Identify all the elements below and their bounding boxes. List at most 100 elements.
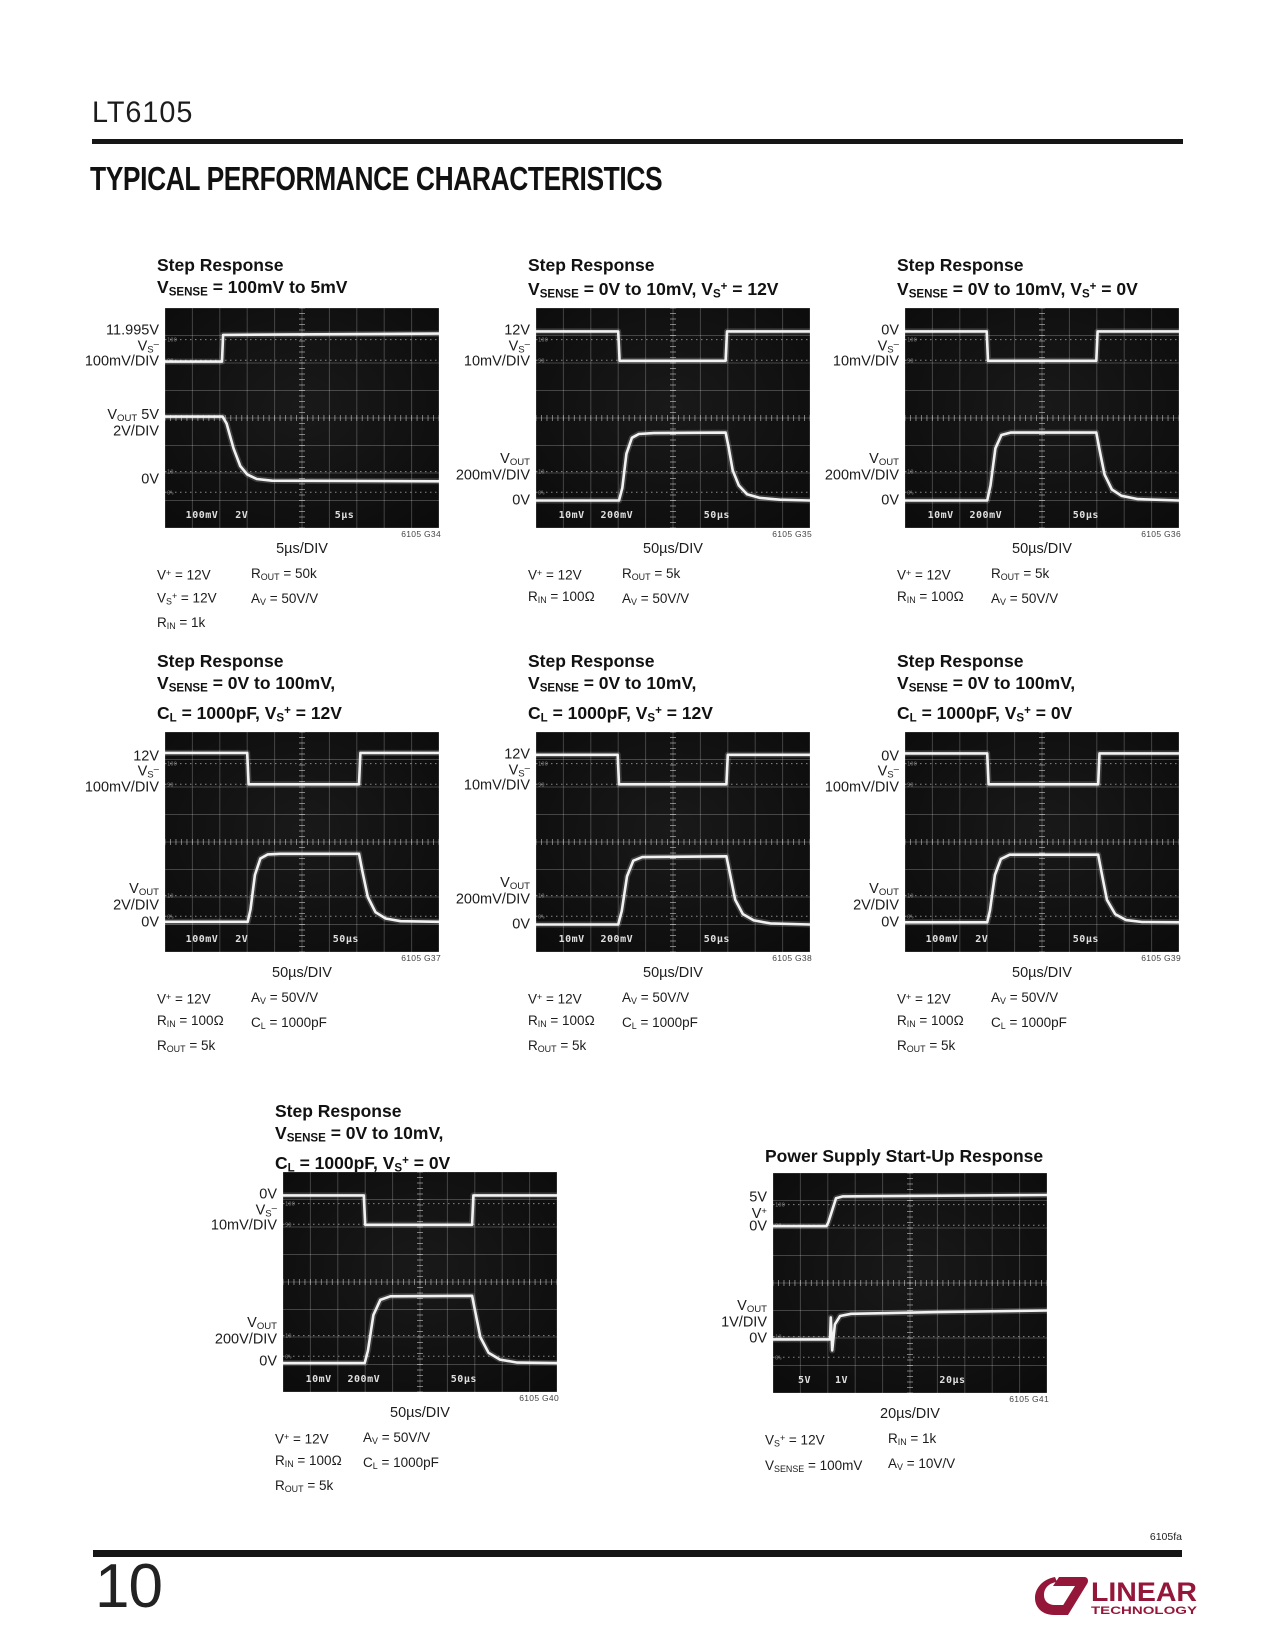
- y-axis-label: VOUT: [869, 451, 899, 469]
- condition-line: RIN = 100Ω: [275, 1452, 342, 1469]
- condition-line: AV = 50V/V: [363, 1430, 431, 1446]
- condition-line: CL = 1000pF: [363, 1454, 439, 1471]
- scope-readout: 10mV: [306, 1374, 332, 1385]
- chart-figure: Power Supply Start-Up Response 100 90 10 0%…: [658, 1145, 1058, 1575]
- conditions-col2: AV = 50V/V CL = 1000pF: [991, 987, 1067, 1037]
- percent-reference-label: 90: [538, 782, 545, 788]
- logo-sub-text: TECHNOLOGY: [1091, 1605, 1198, 1617]
- x-axis-label: 50µs/DIV: [272, 965, 332, 981]
- logo-graphic: LINEAR TECHNOLOGY: [1035, 1577, 1198, 1617]
- scope-image: 100 90 10 0% 5V 1V 20µs 5V V+ 0V VOUT 1V/DIV 0V 610…: [721, 1173, 1049, 1474]
- percent-reference-label: 100: [907, 338, 917, 344]
- condition-line: RIN = 100Ω: [528, 588, 595, 605]
- x-axis-label: 20µs/DIV: [880, 1406, 940, 1422]
- oscilloscope-screenshot: 100 90 10 0% 10mV 200mV 50µs: [283, 1172, 557, 1392]
- percent-reference-label: 100: [538, 338, 548, 344]
- y-axis-label: 0V: [749, 1218, 767, 1235]
- y-axis-label: 200V/DIV: [214, 1331, 277, 1348]
- condition-line: ROUT = 5k: [991, 566, 1050, 582]
- scope-trace: [165, 332, 439, 363]
- scope-readout: 50µs: [333, 934, 359, 945]
- scope-image: 100 90 10 0% 100mV 2V 50µs 12V VS– 100mV/DIV VOUT…: [85, 732, 441, 1054]
- chart-figure: Step Response VSENSE = 0V to 100mV, CL = 1…: [50, 650, 450, 1080]
- y-axis-label: 2V/DIV: [113, 897, 159, 914]
- percent-reference-label: 100: [538, 762, 548, 768]
- y-axis-label: 0V: [881, 914, 899, 931]
- chart-title-line: Power Supply Start-Up Response: [765, 1146, 1044, 1166]
- scope-trace: [165, 852, 439, 924]
- scope-readout: 100mV: [926, 934, 959, 945]
- conditions-col1: V+ = 12V RIN = 100Ω: [528, 563, 595, 611]
- scope-readout: 2V: [235, 510, 248, 521]
- chart-title-line: Step Response: [897, 651, 1024, 671]
- scope-readout: 2V: [975, 934, 988, 945]
- x-axis-label: 50µs/DIV: [1012, 965, 1072, 981]
- conditions-col1: V+ = 12V RIN = 100Ω: [897, 563, 964, 611]
- percent-reference-label: 0%: [285, 1354, 292, 1360]
- condition-line: AV = 50V/V: [251, 590, 319, 607]
- condition-line: AV = 50V/V: [622, 990, 690, 1006]
- condition-line: V+ = 12V: [897, 991, 951, 1007]
- percent-reference-label: 0%: [907, 490, 914, 496]
- condition-line: CL = 1000pF: [251, 1014, 327, 1031]
- chart-title-line: CL = 1000pF, VS+ = 12V: [157, 702, 342, 724]
- chart-figure: Step Response VSENSE = 100mV to 5mV 100 90…: [50, 254, 450, 684]
- chart-title-line: VSENSE = 0V to 10mV,: [528, 673, 697, 695]
- percent-reference-label: 10: [907, 894, 914, 900]
- chart-title: Step Response VSENSE = 0V to 10mV, VS+ = …: [897, 254, 1138, 305]
- conditions-col1: V+ = 12V RIN = 100Ω ROUT = 5k: [528, 987, 595, 1060]
- percent-reference-label: 90: [538, 358, 545, 364]
- y-axis-label: VS–: [877, 763, 899, 781]
- condition-line: CL = 1000pF: [991, 1014, 1067, 1031]
- percent-reference-label: 90: [907, 358, 914, 364]
- y-axis-label: VS–: [877, 338, 899, 356]
- scope-trace: [165, 751, 439, 786]
- scope-readout: 50µs: [1073, 510, 1099, 521]
- y-axis-label: VOUT: [247, 1315, 277, 1333]
- scope-trace: [283, 1294, 557, 1365]
- scope-trace: [536, 431, 810, 502]
- chart-title-line: Step Response: [157, 651, 284, 671]
- y-axis-label: 10mV/DIV: [463, 353, 530, 370]
- scope-trace: [905, 330, 1179, 363]
- y-axis-label: 5V: [749, 1189, 767, 1206]
- x-axis-label: 50µs/DIV: [1012, 541, 1072, 557]
- chart-title-line: VSENSE = 0V to 10mV, VS+ = 0V: [897, 278, 1138, 301]
- scope-readout: 1V: [835, 1375, 848, 1386]
- chart-title: Step Response VSENSE = 100mV to 5mV: [157, 254, 347, 304]
- graph-id: 6105 G38: [772, 953, 812, 963]
- condition-line: RIN = 100Ω: [897, 588, 964, 605]
- part-number: LT6105: [92, 96, 194, 129]
- chart-title-line: Step Response: [528, 651, 655, 671]
- condition-line: ROUT = 5k: [275, 1477, 334, 1494]
- condition-line: ROUT = 5k: [528, 1037, 587, 1054]
- y-axis-label: VOUT: [129, 880, 159, 898]
- oscilloscope-screenshot: 100 90 10 0% 10mV 200mV 50µs: [536, 308, 810, 528]
- y-axis-label: VS–: [137, 337, 159, 356]
- condition-line: AV = 50V/V: [991, 990, 1059, 1006]
- condition-line: RIN = 1k: [157, 615, 206, 632]
- condition-line: VSENSE = 100mV: [765, 1457, 863, 1474]
- condition-line: RIN = 1k: [888, 1431, 937, 1447]
- chart-title: Step Response VSENSE = 0V to 10mV, VS+ = …: [528, 254, 778, 305]
- percent-reference-label: 10: [538, 470, 545, 476]
- chart-title-line: CL = 1000pF, VS+ = 12V: [528, 702, 713, 724]
- percent-reference-label: 10: [907, 470, 914, 476]
- scope-trace: [536, 855, 810, 926]
- percent-reference-label: 10: [285, 1334, 292, 1340]
- graph-id: 6105 G39: [1141, 953, 1181, 963]
- conditions-col1: VS+ = 12V VSENSE = 100mV: [765, 1428, 862, 1480]
- chart-figure: Step Response VSENSE = 0V to 10mV, CL = 10…: [421, 650, 821, 1080]
- y-axis-label: 100mV/DIV: [84, 779, 159, 796]
- condition-line: ROUT = 5k: [622, 566, 681, 582]
- chart-figure: Step Response VSENSE = 0V to 10mV, CL = 10…: [168, 1100, 568, 1530]
- percent-reference-label: 0%: [538, 490, 545, 496]
- percent-reference-label: 100: [907, 762, 917, 768]
- scope-image: 100 90 10 0% 10mV 200mV 50µs 0V VS– 10mV/DIV VOUT…: [825, 308, 1181, 607]
- y-axis-label: 10mV/DIV: [210, 1217, 277, 1234]
- percent-reference-label: 0%: [538, 914, 545, 920]
- chart-title-line: CL = 1000pF, VS+ = 0V: [275, 1152, 451, 1174]
- scope-trace: [905, 752, 1179, 786]
- y-axis-label: 11.995V: [106, 322, 159, 339]
- chart-title-line: Step Response: [157, 255, 284, 275]
